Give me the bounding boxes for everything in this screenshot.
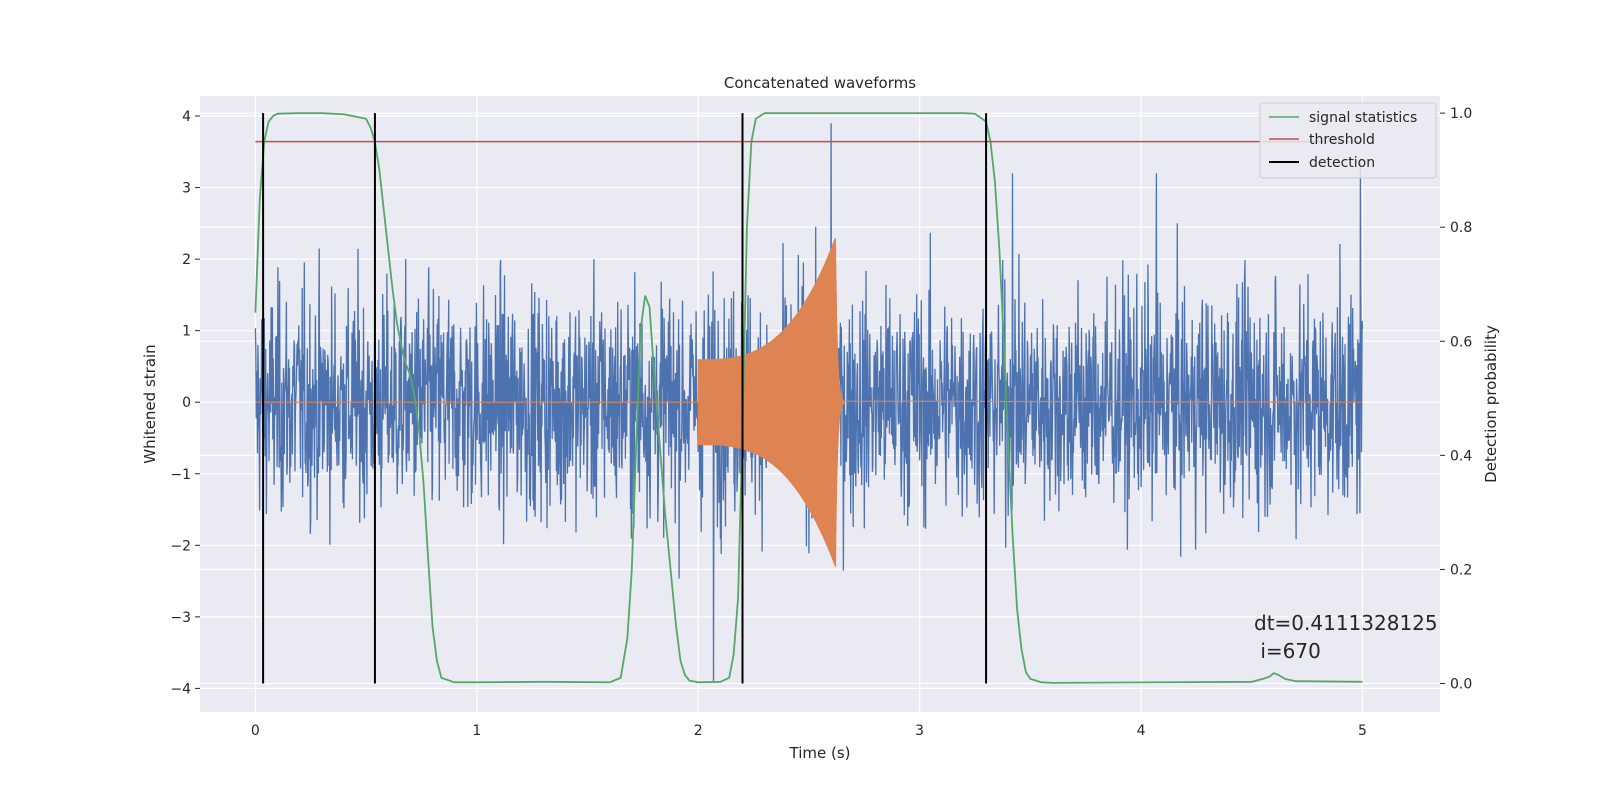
y-tick-label: −4 bbox=[170, 681, 191, 697]
y-tick-label: 1 bbox=[182, 324, 191, 340]
x-axis-label: Time (s) bbox=[789, 744, 851, 762]
y2-tick-label: 0.2 bbox=[1450, 562, 1472, 578]
legend-box bbox=[1259, 102, 1437, 179]
annotation-dt: dt=0.4111328125 bbox=[1254, 611, 1438, 635]
y2-tick-label: 0.8 bbox=[1450, 220, 1472, 236]
legend-label-signal-statistics: signal statistics bbox=[1309, 110, 1417, 126]
y-axis-label: Whitened strain bbox=[141, 344, 159, 463]
y-tick-label: 4 bbox=[182, 109, 191, 125]
x-tick-label: 5 bbox=[1358, 723, 1367, 739]
y2-tick-label: 0.4 bbox=[1450, 448, 1472, 464]
y-tick-label: 3 bbox=[182, 181, 191, 197]
x-tick-label: 2 bbox=[694, 723, 703, 739]
chart-title: Concatenated waveforms bbox=[724, 74, 916, 92]
legend-label-detection: detection bbox=[1309, 155, 1375, 171]
annotation-index: i=670 bbox=[1254, 639, 1321, 663]
y2-axis-label: Detection probability bbox=[1482, 325, 1500, 483]
y2-tick-label: 1.0 bbox=[1450, 106, 1472, 122]
series-signal-statistics bbox=[254, 112, 1363, 684]
data-layer bbox=[254, 112, 1364, 684]
y-tick-label: 2 bbox=[182, 252, 191, 268]
legend: signal statistics threshold detection bbox=[1259, 102, 1437, 179]
y-tick-label: −3 bbox=[170, 610, 191, 626]
y2-tick-label: 0.6 bbox=[1450, 334, 1472, 350]
ticks: 0 1 2 3 4 5 −4 −3 −2 −1 0 1 2 3 4 0.0 0.2 0.4 0.6 0.8 1.0 bbox=[170, 106, 1472, 739]
series-chirp-waveform bbox=[255, 237, 1363, 567]
y-tick-label: −2 bbox=[170, 538, 191, 554]
x-tick-label: 1 bbox=[472, 723, 481, 739]
y-tick-label: 0 bbox=[182, 395, 191, 411]
x-tick-label: 3 bbox=[915, 723, 924, 739]
y2-tick-label: 0.0 bbox=[1450, 676, 1472, 692]
series-noise-strain bbox=[254, 123, 1364, 682]
legend-label-threshold: threshold bbox=[1309, 132, 1375, 148]
y-tick-label: −1 bbox=[170, 467, 191, 483]
x-tick-label: 0 bbox=[251, 723, 260, 739]
x-tick-label: 4 bbox=[1137, 723, 1146, 739]
